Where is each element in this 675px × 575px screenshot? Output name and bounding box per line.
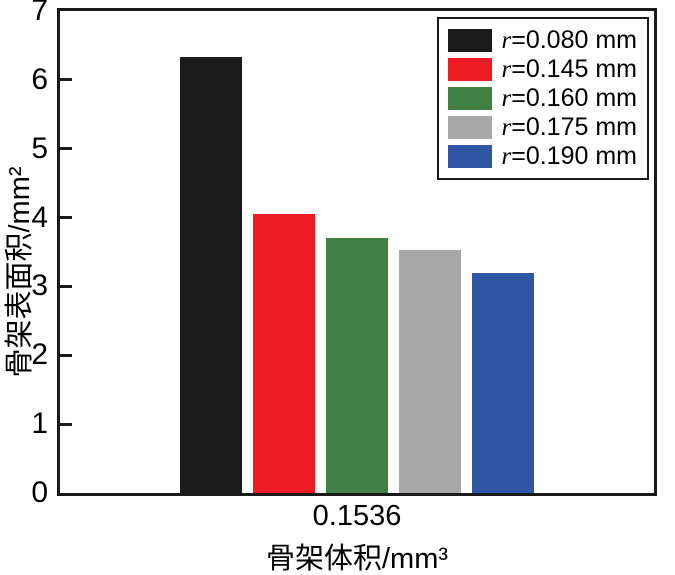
legend-entry: r=0.080 mm — [447, 26, 638, 55]
bar — [180, 57, 242, 493]
x-tick-label: 0.1536 — [312, 500, 402, 532]
y-tick-mark — [60, 216, 72, 220]
y-tick-label: 2 — [31, 338, 48, 372]
legend-label: r=0.160 mm — [501, 84, 638, 112]
legend-entry: r=0.160 mm — [447, 84, 638, 113]
bar — [253, 214, 315, 493]
legend-swatch — [447, 87, 492, 110]
legend-label: r=0.175 mm — [501, 113, 638, 141]
plot-area: r=0.080 mm r=0.145 mm r=0.160 mm r=0.175 mm… — [57, 8, 657, 496]
y-tick-mark — [60, 147, 72, 151]
legend-label: r=0.190 mm — [501, 142, 638, 170]
legend-swatch — [447, 145, 492, 168]
bar — [399, 249, 461, 493]
legend-entry: r=0.175 mm — [447, 113, 638, 142]
legend-entry: r=0.145 mm — [447, 55, 638, 84]
legend-label: r=0.145 mm — [501, 55, 638, 83]
y-tick-mark — [60, 78, 72, 82]
y-tick-label: 0 — [31, 476, 48, 509]
y-tick-mark — [60, 284, 72, 288]
y-tick-label: 6 — [31, 62, 48, 96]
y-tick-label: 1 — [31, 407, 48, 441]
y-tick-label: 7 — [31, 0, 48, 27]
legend-entry: r=0.190 mm — [447, 142, 638, 171]
y-tick-label: 3 — [31, 269, 48, 303]
y-tick-label: 5 — [31, 131, 48, 165]
legend-swatch — [447, 116, 492, 139]
legend-swatch — [447, 58, 492, 81]
bar — [472, 272, 534, 493]
legend-label: r=0.080 mm — [501, 26, 638, 54]
bar — [326, 238, 388, 493]
y-tick-mark — [60, 353, 72, 357]
y-tick-label: 4 — [31, 200, 48, 234]
y-tick-mark — [60, 422, 72, 426]
legend-swatch — [447, 29, 492, 52]
x-axis-label: 骨架体积/mm³ — [265, 543, 449, 575]
legend: r=0.080 mm r=0.145 mm r=0.160 mm r=0.175 mm… — [436, 17, 649, 180]
